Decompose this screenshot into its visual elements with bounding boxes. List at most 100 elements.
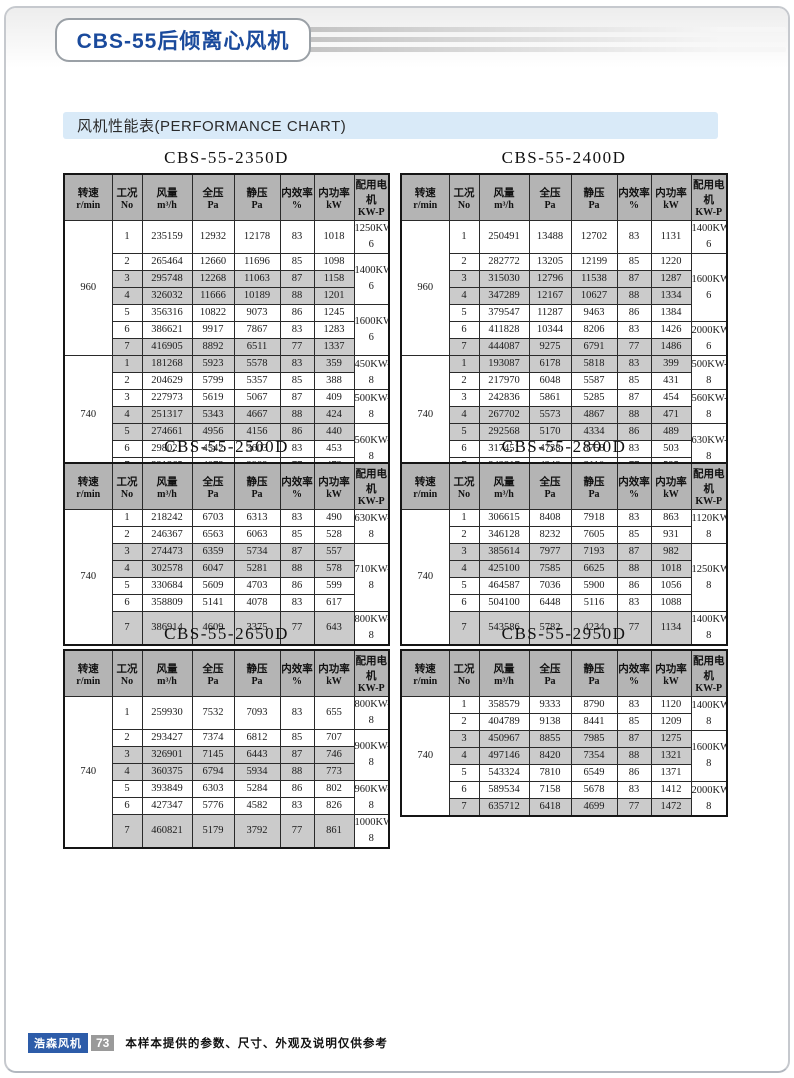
cell-flow: 497146	[478, 747, 530, 765]
speed-cell: 740	[400, 696, 450, 817]
column-header-cn: 内功率	[318, 663, 350, 675]
column-header-unit: r/min	[413, 488, 438, 500]
table-header-row: 转速 r/min 工况 No 风量 m³/h 全压 Pa 静压 Pa 内效率% 内功率 kW 配用电机 KW…	[63, 649, 390, 697]
cell-condition-no: 5	[448, 423, 480, 441]
cell-power: 773	[313, 763, 355, 781]
table-row: 2 404789 9138 8441 85 1209	[401, 713, 727, 731]
cell-power: 388	[313, 372, 355, 390]
cell-efficiency: 77	[616, 798, 652, 817]
column-header-cn: 静压	[246, 476, 268, 488]
table-row: 4 347289 12167 10627 88 1334	[401, 287, 727, 305]
speed-cell: 960	[63, 220, 113, 356]
cell-condition-no: 6	[111, 440, 143, 458]
cell-power: 1220	[650, 253, 692, 271]
cell-static-pressure: 7605	[570, 526, 618, 544]
cell-flow: 274661	[141, 423, 193, 441]
cell-condition-no: 2	[111, 526, 143, 544]
column-header: 工况 No	[111, 649, 143, 697]
cell-static-pressure: 5934	[233, 763, 281, 781]
cell-power: 931	[650, 526, 692, 544]
cell-power: 1098	[313, 253, 355, 271]
cell-total-pressure: 6359	[191, 543, 235, 561]
cell-static-pressure: 8206	[570, 321, 618, 339]
motor-cell: 800KW-8	[353, 611, 390, 646]
column-header: 内功率 kW	[313, 649, 355, 697]
header-stripe	[150, 27, 786, 32]
table-row: 3 295748 12268 11063 87 1158	[64, 270, 389, 288]
cell-flow: 246367	[141, 526, 193, 544]
motor-cell: 1400KW-6	[690, 220, 728, 254]
cell-total-pressure: 6303	[191, 780, 235, 798]
cell-static-pressure: 9073	[233, 304, 281, 322]
speed-cell: 740	[63, 696, 113, 849]
cell-total-pressure: 7374	[191, 729, 235, 747]
cell-flow: 450967	[478, 730, 530, 748]
column-header-cn: 全压	[539, 663, 561, 675]
cell-efficiency: 77	[279, 611, 315, 646]
cell-power: 1486	[650, 338, 692, 356]
cell-power: 399	[650, 355, 692, 373]
table-title: CBS-55-2400D	[501, 148, 627, 167]
cell-flow: 444087	[478, 338, 530, 356]
cell-flow: 267702	[478, 406, 530, 424]
table-title: CBS-55-2350D	[164, 148, 289, 167]
column-header-cn: 内效率	[281, 663, 313, 675]
cell-static-pressure: 9463	[570, 304, 618, 322]
cell-flow: 292568	[478, 423, 530, 441]
motor-cell: 1250KW-8	[690, 543, 728, 612]
cell-power: 1426	[650, 321, 692, 339]
table-row: 7 386914 4609 3375 77 643 800KW-8	[64, 611, 390, 646]
cell-condition-no: 1	[448, 355, 480, 373]
cell-efficiency: 88	[616, 747, 652, 765]
cell-total-pressure: 11666	[191, 287, 235, 305]
column-header: 全压 Pa	[191, 462, 235, 510]
cell-power: 617	[313, 594, 355, 612]
table-row: 6 504100 6448 5116 83 1088	[401, 594, 727, 612]
column-header-unit: KW-P	[695, 496, 723, 507]
column-header: 风量 m³/h	[478, 462, 530, 510]
column-header: 全压 Pa	[528, 462, 572, 510]
cell-condition-no: 6	[111, 594, 143, 612]
cell-power: 1472	[650, 798, 692, 817]
cell-power: 359	[313, 355, 355, 373]
column-header: 内功率 kW	[313, 462, 355, 510]
cell-static-pressure: 5285	[570, 389, 618, 407]
cell-static-pressure: 6063	[233, 526, 281, 544]
table-row: 4 326032 11666 10189 88 1201	[64, 287, 389, 305]
table-row: 2 293427 7374 6812 85 707 900KW-8	[64, 729, 390, 781]
table-row: 5 330684 5609 4703 86 599	[64, 577, 389, 595]
page-number-badge: 73	[91, 1035, 115, 1051]
cell-static-pressure: 8441	[570, 713, 618, 731]
motor-cell: 1600KW-8	[690, 730, 728, 782]
cell-flow: 265464	[141, 253, 193, 271]
column-header: 全压 Pa	[528, 173, 572, 221]
cell-power: 409	[313, 389, 355, 407]
cell-static-pressure: 5116	[570, 594, 618, 612]
table-row: 6 358809 5141 4078 83 617	[64, 594, 389, 612]
footer-disclaimer: 本样本提供的参数、尺寸、外观及说明仅供参考	[125, 1038, 388, 1050]
cell-flow: 295748	[141, 270, 193, 288]
cell-flow: 218242	[141, 509, 193, 527]
column-header-unit: Pa	[251, 488, 263, 500]
table-row: 6 317451 4738 3758 83 503	[401, 440, 727, 458]
column-header: 全压 Pa	[191, 649, 235, 697]
column-header-unit: No	[120, 675, 134, 687]
cell-condition-no: 4	[111, 560, 143, 578]
table-row: 960123515912932121788310181250KW-6	[63, 220, 390, 356]
column-header: 风量 m³/h	[141, 649, 193, 697]
cell-total-pressure: 6418	[528, 798, 572, 817]
table-row: 740 1 218242 6703 6313 83 490 630KW-8	[63, 509, 390, 646]
cell-power: 746	[313, 746, 355, 764]
cell-efficiency: 85	[616, 713, 652, 731]
performance-table: 转速 r/min 工况 No 风量 m³/h 全压 Pa 静压 Pa 内效率% 内功率 kW 配用电机 KW…	[63, 173, 390, 476]
cell-flow: 379547	[478, 304, 530, 322]
performance-table: 转速 r/min 工况 No 风量 m³/h 全压 Pa 静压 Pa 内效率% 内功率 kW 配用电机 KW…	[63, 462, 390, 646]
motor-cell: 1400KW-8	[690, 611, 728, 646]
cell-static-pressure: 6791	[570, 338, 618, 356]
column-header-unit: m³/h	[494, 488, 514, 500]
column-header: 配用电机 KW-P	[690, 173, 728, 221]
cell-condition-no: 2	[111, 253, 143, 271]
column-header-unit: KW-P	[695, 207, 723, 218]
speed-cell: 740	[400, 509, 450, 646]
cell-efficiency: 83	[279, 321, 315, 339]
